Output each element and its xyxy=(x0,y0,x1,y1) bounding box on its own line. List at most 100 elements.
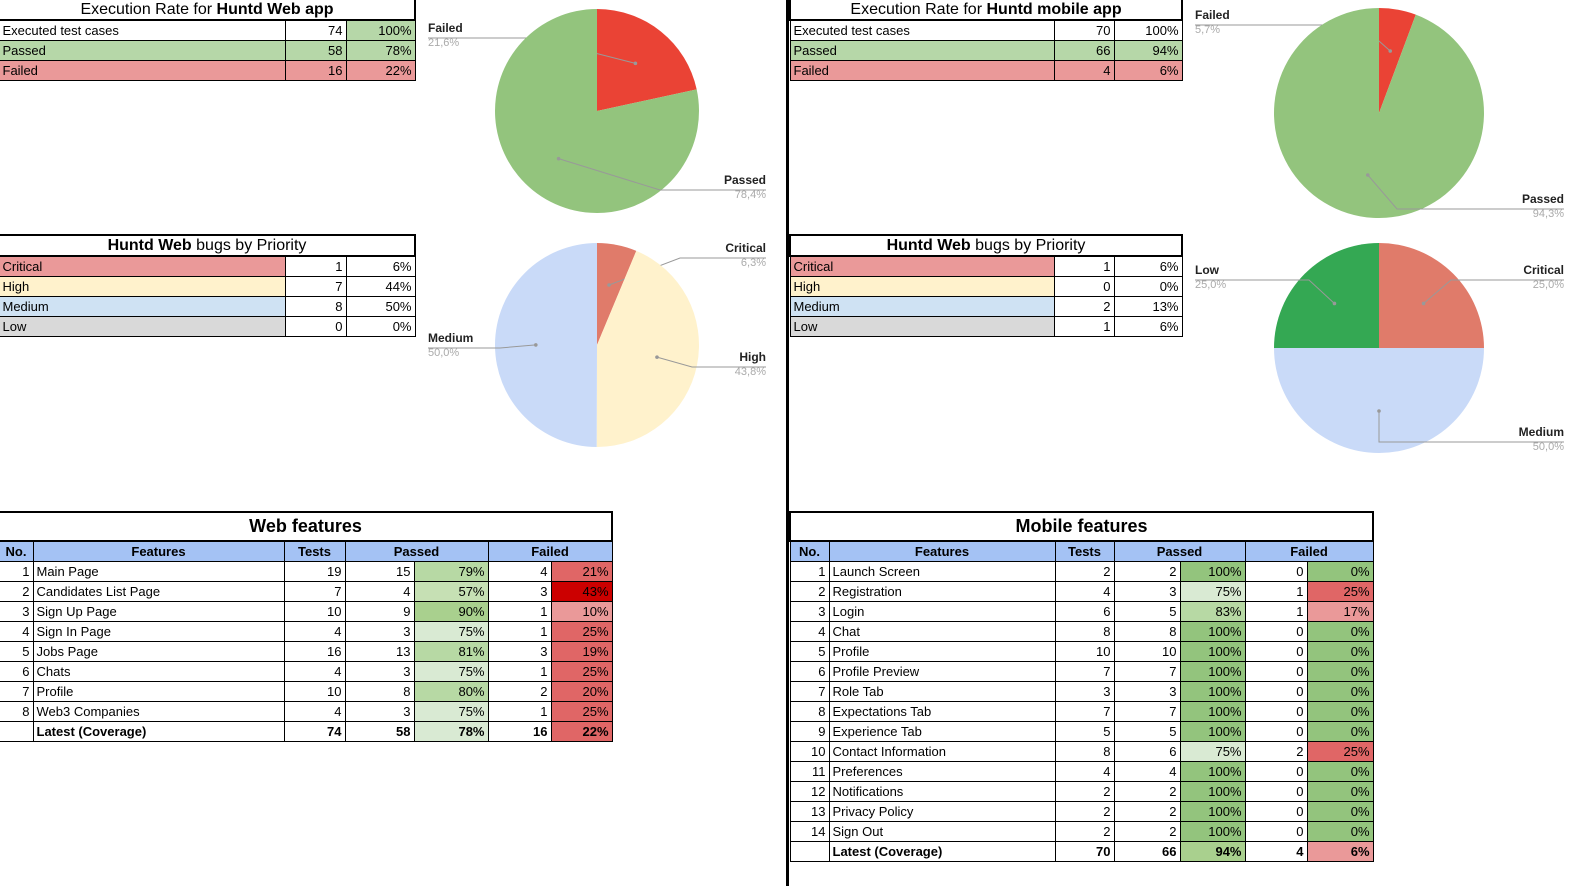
tests-count: 8 xyxy=(1054,621,1115,642)
failed-count: 3 xyxy=(487,641,552,662)
feature-name: Notifications xyxy=(828,781,1056,802)
failed-count: 0 xyxy=(1244,821,1308,842)
pie-leader-line xyxy=(558,158,766,191)
table-row: 5 Profile 10 10 100% 0 0% xyxy=(789,641,1374,662)
priority-count: 0 xyxy=(284,316,347,337)
failed-count: 4 xyxy=(1053,60,1115,81)
passed-pct: 100% xyxy=(1179,561,1246,582)
table-row: 14 Sign Out 2 2 100% 0 0% xyxy=(789,821,1374,842)
priority-pct: 44% xyxy=(345,276,416,297)
failed-pct: 0% xyxy=(1306,721,1374,742)
mobile-execution-table: Execution Rate for Huntd mobile app Exec… xyxy=(789,0,1183,81)
failed-count: 0 xyxy=(1244,761,1308,782)
tests-count: 2 xyxy=(1054,801,1115,822)
mobile-features-table: Mobile features No. Features Tests Passe… xyxy=(788,511,1375,862)
passed-label: Passed xyxy=(0,40,286,61)
pie-leader-line xyxy=(1378,411,1564,443)
row-number xyxy=(789,841,830,862)
passed-count: 13 xyxy=(344,641,415,662)
passed-pct: 83% xyxy=(1179,601,1246,622)
feature-name: Preferences xyxy=(828,761,1056,782)
priority-count: 7 xyxy=(284,276,347,297)
col-tests: Tests xyxy=(1054,540,1115,562)
col-no: No. xyxy=(789,540,830,562)
priority-pct: 0% xyxy=(1113,276,1183,297)
passed-label: Passed xyxy=(789,40,1055,61)
table-row: 7 Role Tab 3 3 100% 0 0% xyxy=(789,681,1374,702)
priority-count: 8 xyxy=(284,296,347,317)
passed-pct: 100% xyxy=(1179,821,1246,842)
failed-count: 2 xyxy=(1244,741,1308,762)
failed-count: 1 xyxy=(487,661,552,682)
pie-label: Medium xyxy=(428,331,473,345)
priority-label: Critical xyxy=(789,255,1055,277)
passed-count: 3 xyxy=(1113,581,1181,602)
table-row: 1 Launch Screen 2 2 100% 0 0% xyxy=(789,561,1374,582)
web-execution-table: Execution Rate for Huntd Web app Execute… xyxy=(0,0,417,81)
col-passed: Passed xyxy=(1113,540,1246,562)
passed-count: 3 xyxy=(344,701,415,722)
table-row: 4 Chat 8 8 100% 0 0% xyxy=(789,621,1374,642)
pie-slice-high xyxy=(596,250,699,447)
pie-value-label: 50,0% xyxy=(1533,441,1564,453)
failed-pct: 21% xyxy=(550,561,613,582)
row-number: 7 xyxy=(789,681,830,702)
row-number: 2 xyxy=(789,581,830,602)
passed-pct: 90% xyxy=(413,601,489,622)
passed-count: 2 xyxy=(1113,821,1181,842)
row-number: 8 xyxy=(789,701,830,722)
passed-pct: 100% xyxy=(1179,661,1246,682)
failed-pct: 0% xyxy=(1306,561,1374,582)
failed-count: 1 xyxy=(487,601,552,622)
passed-count: 9 xyxy=(344,601,415,622)
row-number: 4 xyxy=(789,621,830,642)
pie-leader-dot xyxy=(1377,409,1381,413)
pie-value-label: 94,3% xyxy=(1533,208,1564,220)
pie-slice-medium xyxy=(1274,348,1484,453)
failed-count: 0 xyxy=(1244,701,1308,722)
row-number: 9 xyxy=(789,721,830,742)
col-features: Features xyxy=(32,540,285,562)
exec-label: Executed test cases xyxy=(789,19,1055,41)
feature-name: Experience Tab xyxy=(828,721,1056,742)
pie-leader-line xyxy=(1423,279,1564,304)
passed-count: 7 xyxy=(1113,701,1181,722)
failed-pct: 0% xyxy=(1306,761,1374,782)
table-row: 5 Jobs Page 16 13 81% 3 19% xyxy=(0,641,613,662)
priority-pct: 0% xyxy=(345,316,416,337)
passed-count: 58 xyxy=(344,721,415,742)
pie-slice-failed xyxy=(597,9,697,111)
tests-count: 2 xyxy=(1054,561,1115,582)
row-number: 6 xyxy=(789,661,830,682)
mobile-bugs-title: Huntd Web bugs by Priority xyxy=(789,234,1183,257)
row-number: 3 xyxy=(0,601,34,622)
failed-pct: 0% xyxy=(1306,641,1374,662)
feature-name: Registration xyxy=(828,581,1056,602)
failed-count: 0 xyxy=(1244,641,1308,662)
failed-count: 0 xyxy=(1244,621,1308,642)
total-row: Latest (Coverage) 74 58 78% 16 22% xyxy=(0,721,613,742)
priority-label: Critical xyxy=(0,255,286,277)
feature-name: Sign In Page xyxy=(32,621,285,642)
row-number: 4 xyxy=(0,621,34,642)
passed-pct: 75% xyxy=(1179,581,1246,602)
pie-value-label: 25,0% xyxy=(1195,279,1226,291)
pie-slice-passed xyxy=(1274,8,1484,218)
table-row: 6 Chats 4 3 75% 1 25% xyxy=(0,661,613,682)
web-bugs-table: Huntd Web bugs by Priority Critical 1 6% H… xyxy=(0,234,416,337)
failed-count: 0 xyxy=(1244,561,1308,582)
mobile-bugs-table: Huntd Web bugs by Priority Critical 1 6% H… xyxy=(789,234,1183,337)
feature-name: Sign Up Page xyxy=(32,601,285,622)
feature-name: Role Tab xyxy=(828,681,1056,702)
passed-count: 8 xyxy=(1113,621,1181,642)
feature-name: Chat xyxy=(828,621,1056,642)
row-number: 13 xyxy=(789,801,830,822)
failed-count: 1 xyxy=(487,621,552,642)
tests-count: 4 xyxy=(1054,761,1115,782)
passed-pct: 94% xyxy=(1179,841,1246,862)
failed-count: 1 xyxy=(487,701,552,722)
table-row: 7 Profile 10 8 80% 2 20% xyxy=(0,681,613,702)
mobile-execution-title: Execution Rate for Huntd mobile app xyxy=(789,0,1183,21)
pie-label: High xyxy=(739,350,766,364)
mobile-execution-pie-chart: Failed 5,7% Passed 94,3% xyxy=(1195,8,1564,220)
